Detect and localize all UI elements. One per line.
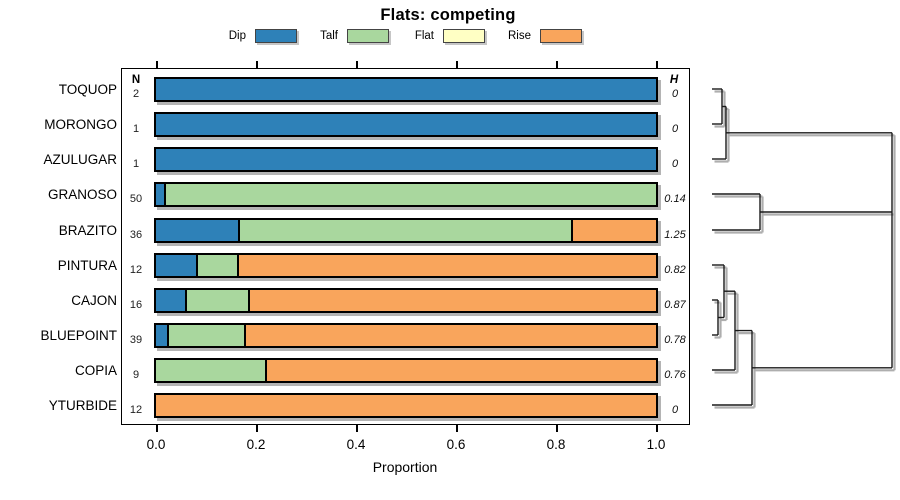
x-axis-tick-top [156, 61, 158, 68]
bar-segment-talf [156, 360, 267, 381]
legend-label-talf: Talf [320, 30, 338, 42]
h-value-toquop: 0 [671, 88, 679, 100]
bar-segment-rise [249, 290, 656, 311]
row-label-azulugar: AZULUGAR [43, 152, 117, 167]
x-axis-tick-label: 1.0 [646, 437, 666, 452]
n-value-bluepoint: 39 [129, 334, 143, 346]
h-value-yturbide: 0 [671, 404, 679, 416]
bar-toquop [154, 77, 658, 102]
row-label-granoso: GRANOSO [47, 187, 117, 202]
h-value-copia: 0.76 [664, 369, 686, 381]
legend-swatch-talf [347, 29, 389, 43]
bar-segment-dip [156, 79, 656, 100]
n-value-cajon: 16 [129, 299, 143, 311]
legend-swatch-flat [443, 29, 485, 43]
x-axis-label: Proportion [372, 459, 438, 475]
n-value-granoso: 50 [129, 193, 143, 205]
n-value-yturbide: 12 [129, 404, 143, 416]
bar-segment-rise [246, 325, 656, 346]
bar-segment-dip [156, 220, 240, 241]
x-axis-tick-bottom [456, 425, 458, 432]
n-value-azulugar: 1 [132, 158, 140, 170]
n-value-copia: 9 [132, 369, 140, 381]
x-axis-tick-label: 0.2 [246, 437, 266, 452]
x-axis-tick-top [656, 61, 658, 68]
bar-segment-talf [169, 325, 246, 346]
n-value-morongo: 1 [132, 123, 140, 135]
bar-segment-talf [197, 255, 239, 276]
x-axis-tick-bottom [656, 425, 658, 432]
bar-segment-talf [166, 184, 656, 205]
bar-segment-dip [156, 325, 169, 346]
bar-segment-dip [156, 290, 187, 311]
x-axis-tick-bottom [156, 425, 158, 432]
x-axis-tick-top [356, 61, 358, 68]
bar-copia [154, 358, 658, 383]
row-label-copia: COPIA [74, 363, 117, 378]
bar-segment-dip [156, 114, 656, 135]
bar-segment-dip [156, 184, 166, 205]
bar-granoso [154, 182, 658, 207]
h-value-brazito: 1.25 [664, 229, 686, 241]
bar-brazito [154, 218, 658, 243]
bar-segment-dip [156, 255, 198, 276]
row-label-cajon: CAJON [71, 293, 117, 308]
n-value-toquop: 2 [132, 88, 140, 100]
legend-swatch-dip [255, 29, 297, 43]
n-value-brazito: 36 [129, 229, 143, 241]
n-column-header: N [131, 74, 141, 86]
legend-swatch-rise [540, 29, 582, 43]
h-value-cajon: 0.87 [664, 299, 686, 311]
x-axis-tick-top [256, 61, 258, 68]
bar-morongo [154, 112, 658, 137]
row-label-morongo: MORONGO [44, 117, 117, 132]
bar-segment-talf [187, 290, 250, 311]
x-axis-tick-label: 0.4 [346, 437, 366, 452]
bar-segment-rise [239, 255, 656, 276]
legend-label-flat: Flat [414, 30, 434, 42]
legend-label-dip: Dip [228, 30, 246, 42]
chart-title: Flats: competing [380, 6, 516, 24]
x-axis-tick-label: 0.6 [446, 437, 466, 452]
bar-segment-rise [156, 395, 656, 416]
x-axis-tick-bottom [256, 425, 258, 432]
row-label-toquop: TOQUOP [58, 82, 117, 97]
row-label-pintura: PINTURA [57, 258, 117, 273]
x-axis-tick-top [556, 61, 558, 68]
x-axis-tick-bottom [556, 425, 558, 432]
bar-cajon [154, 288, 658, 313]
x-axis-tick-top [456, 61, 458, 68]
x-axis-tick-bottom [356, 425, 358, 432]
bar-segment-talf [239, 220, 573, 241]
row-label-bluepoint: BLUEPOINT [40, 328, 117, 343]
bar-bluepoint [154, 323, 658, 348]
x-axis-tick-label: 0.0 [146, 437, 166, 452]
h-value-pintura: 0.82 [664, 264, 686, 276]
x-axis-tick-label: 0.8 [546, 437, 566, 452]
legend-label-rise: Rise [507, 30, 531, 42]
bar-segment-dip [156, 149, 656, 170]
row-label-yturbide: YTURBIDE [48, 398, 117, 413]
bar-azulugar [154, 147, 658, 172]
h-value-azulugar: 0 [671, 158, 679, 170]
h-value-granoso: 0.14 [664, 193, 686, 205]
plot-frame [121, 68, 690, 425]
bar-pintura [154, 253, 658, 278]
bar-yturbide [154, 393, 658, 418]
h-column-header: H [669, 74, 679, 86]
h-value-bluepoint: 0.78 [664, 334, 686, 346]
row-label-brazito: BRAZITO [58, 223, 117, 238]
h-value-morongo: 0 [671, 123, 679, 135]
n-value-pintura: 12 [129, 264, 143, 276]
bar-segment-rise [267, 360, 656, 381]
bar-segment-rise [573, 220, 656, 241]
